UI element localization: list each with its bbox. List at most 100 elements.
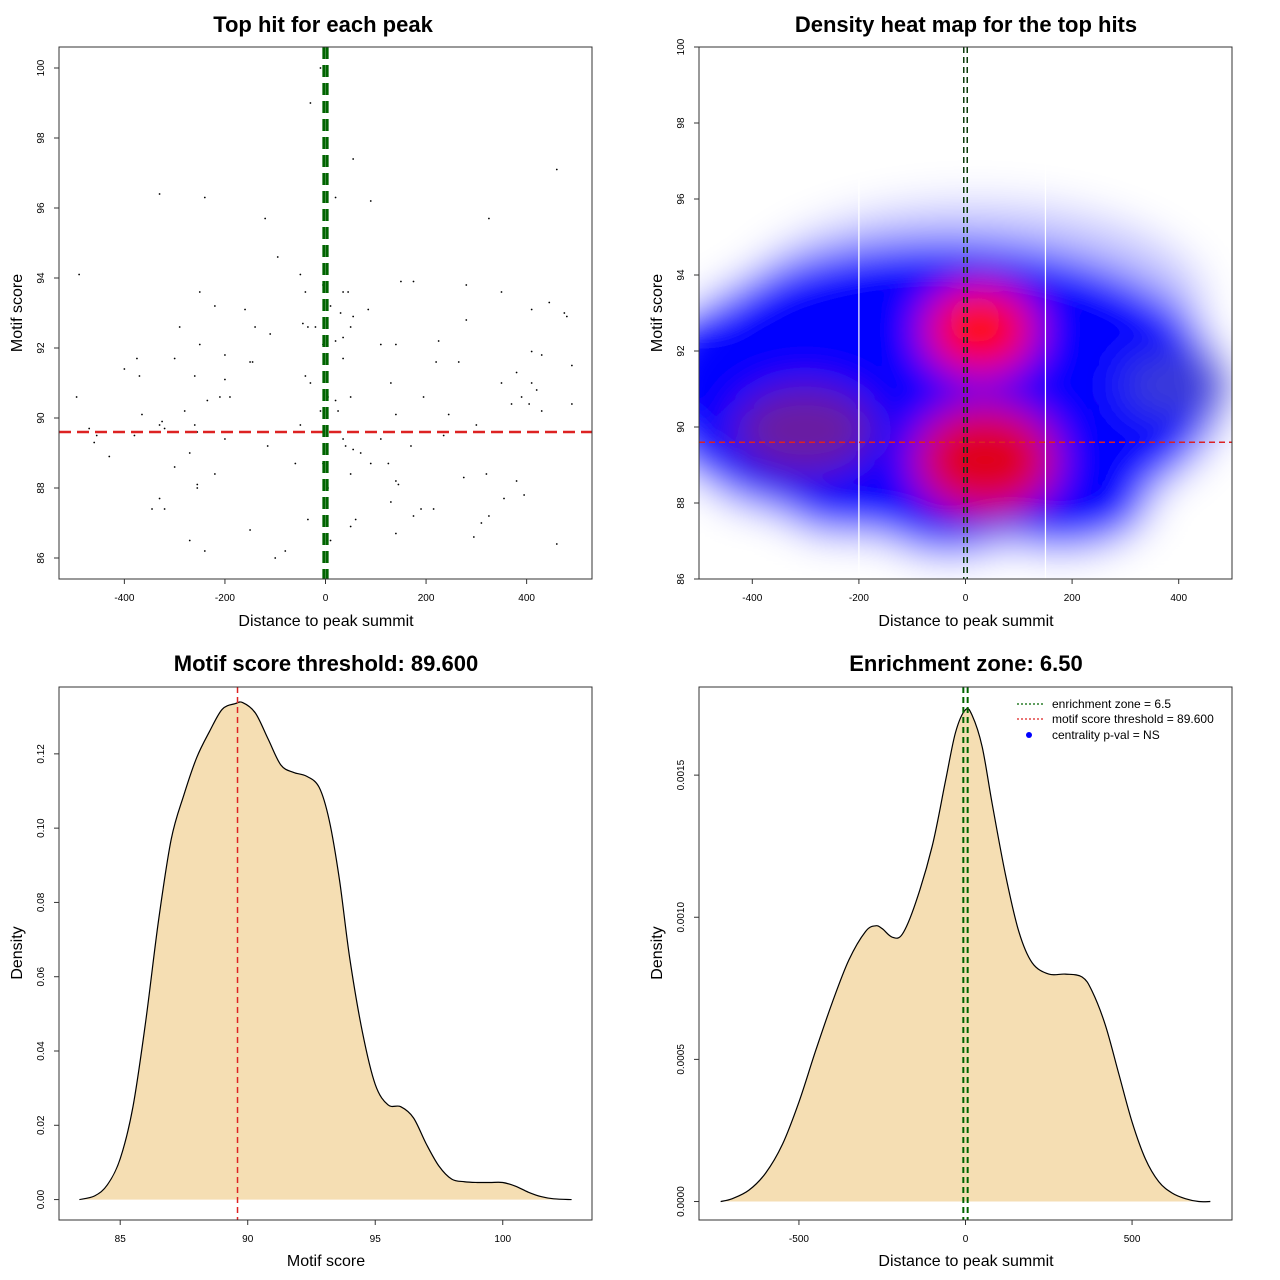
scatter-point [530,350,533,353]
scatter-point [510,403,513,405]
panel1-title: Top hit for each peak [213,12,433,37]
panel2-reference-lines [699,47,1232,579]
x-tick-label: -200 [849,593,869,604]
scatter-point [488,217,490,220]
y-tick-label: 0.0005 [676,1044,687,1075]
panel1-xlabel: Distance to peak summit [238,613,414,630]
x-tick-label: 0 [323,593,329,604]
panel1-reference-lines [59,47,592,579]
scatter-point [329,305,332,307]
scatter-point [334,399,337,402]
scatter-point [352,315,355,318]
scatter-point [394,532,397,535]
scatter-point [249,361,251,363]
panel-heatmap: Density heat map for the top hits [649,12,1233,630]
scatter-point [339,312,342,314]
scatter-point [548,301,551,304]
scatter-point [213,473,216,475]
panel4-title: Enrichment zone: 6.50 [849,651,1083,676]
density-fill [79,701,572,1200]
scatter-point [309,102,312,104]
scatter-point [224,438,226,440]
heatmap-density [699,47,1232,579]
scatter-point [369,200,372,202]
y-tick-label: 90 [676,421,687,433]
y-tick-label: 88 [36,482,47,494]
scatter-point [266,445,269,447]
scatter-point [565,315,568,318]
scatter-point [397,483,400,486]
density-curve [79,701,572,1201]
scatter-point [274,557,277,559]
y-tick-label: 0.04 [36,1041,47,1061]
panel4-ylabel: Density [649,926,666,979]
scatter-point [349,525,352,528]
scatter-point [329,539,332,542]
scatter-point [359,452,362,454]
y-tick-label: 0.06 [36,967,47,987]
scatter-point [219,396,221,398]
y-tick-label: 0.08 [36,892,47,912]
scatter-point [412,280,415,283]
scatter-point [394,413,397,416]
scatter-point [133,434,136,437]
scatter-point [158,193,161,195]
scatter-point [475,424,478,426]
scatter-point [163,427,166,430]
scatter-point [251,361,254,363]
y-tick-label: 90 [36,412,47,424]
scatter-point [435,361,438,363]
panel3-ticks: 85 90 95 100 0.00 0.02 0.04 0.06 0.08 0.10 0.12 [36,744,512,1245]
scatter-point [141,413,143,416]
scatter-point [349,473,352,475]
scatter-point [307,326,309,328]
panel2-title: Density heat map for the top hits [795,12,1137,37]
y-tick-label: 86 [36,552,47,564]
scatter-point [136,357,138,360]
y-tick-label: 0.0000 [676,1186,687,1217]
scatter-point [307,518,309,521]
scatter-point [78,273,81,276]
scatter-point [523,494,526,496]
scatter-point [88,427,91,430]
scatter-point [196,483,199,486]
scatter-point [299,424,302,426]
scatter-point [530,382,533,384]
x-tick-label: 100 [494,1234,511,1245]
scatter-point [462,476,465,479]
scatter-point [342,291,344,293]
y-tick-label: 98 [676,117,687,129]
scatter-point [400,280,402,283]
x-tick-label: 0 [963,1234,969,1245]
scatter-point [555,168,558,171]
y-tick-label: 96 [36,202,47,214]
scatter-point [304,375,307,377]
panel1-ticks: -400 -200 0 200 400 86 88 90 92 94 96 98 100 [36,59,535,604]
scatter-point [535,389,538,391]
scatter-point [540,410,543,412]
panel3-title: Motif score threshold: 89.600 [174,651,478,676]
scatter-point [203,550,206,552]
y-tick-label: 0.00 [36,1189,47,1209]
scatter-point [344,445,347,447]
scatter-point [193,424,196,426]
x-tick-label: -200 [215,593,235,604]
scatter-point [299,273,302,276]
x-tick-label: 85 [115,1234,127,1245]
scatter-point [254,326,257,328]
y-tick-label: 92 [676,345,687,357]
scatter-point [188,539,191,542]
scatter-point [173,466,176,468]
scatter-point [422,396,425,398]
scatter-point [334,196,337,199]
scatter-point [354,518,357,521]
panel3-xlabel: Motif score [287,1253,365,1270]
scatter-point [108,455,111,458]
scatter-point [387,462,390,465]
legend-point-centrality [1026,732,1032,738]
y-tick-label: 94 [676,269,687,281]
heatmap-area [699,47,1232,579]
y-tick-label: 98 [36,132,47,144]
scatter-point [301,322,304,325]
